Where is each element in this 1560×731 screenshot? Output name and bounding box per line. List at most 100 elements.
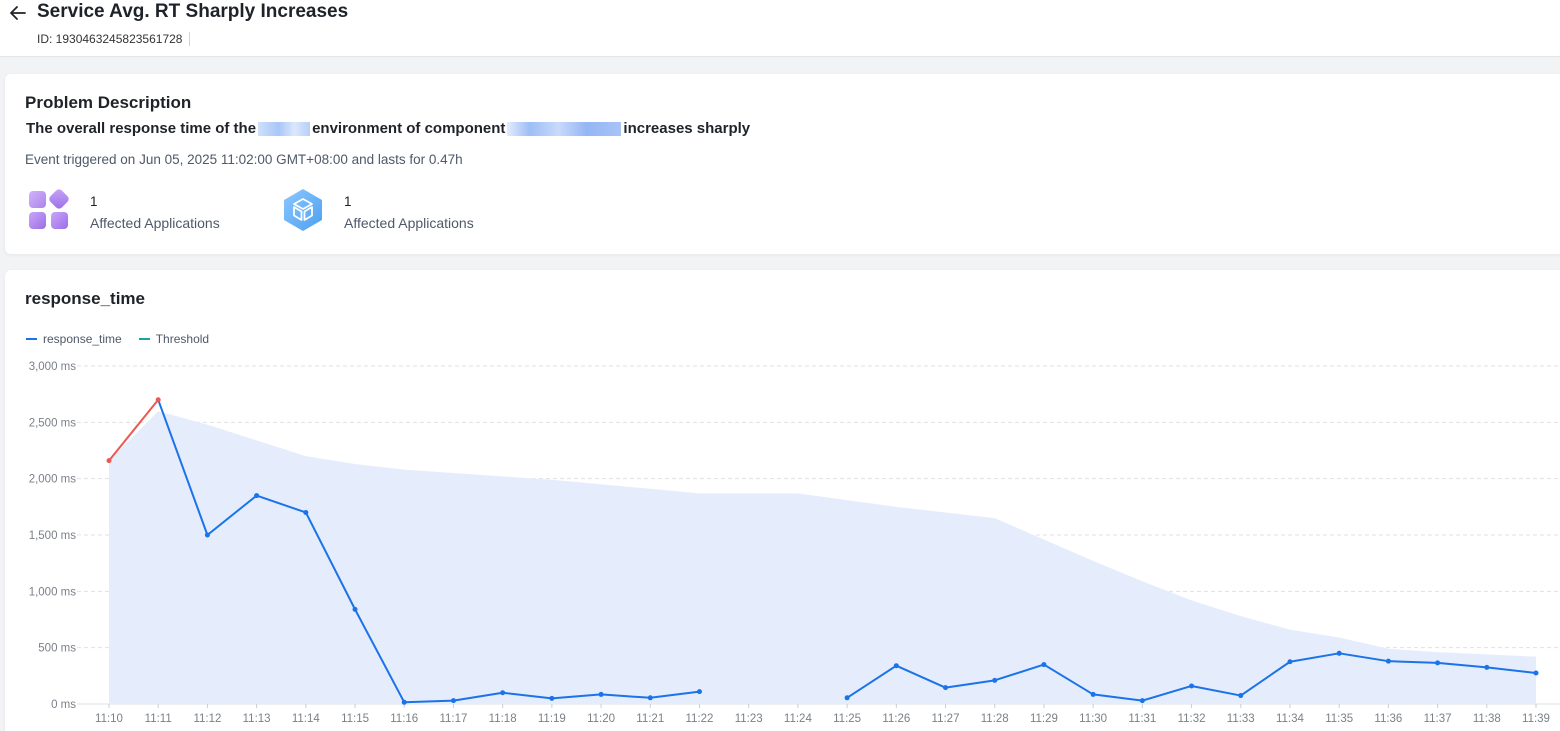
data-point	[1287, 659, 1293, 665]
affected-components-label: Affected Applications	[344, 215, 474, 231]
data-point	[696, 689, 702, 695]
series-line-segment	[649, 690, 701, 699]
affected-applications-count: 1	[90, 194, 98, 209]
data-point	[549, 695, 555, 701]
data-point	[1139, 698, 1145, 704]
problem-text-part3: increases sharply	[623, 120, 751, 137]
x-tick-label: 11:27	[932, 713, 960, 725]
series-line-segment	[993, 663, 1045, 682]
data-point	[1090, 691, 1096, 697]
y-tick-label: 1,500 ms	[29, 530, 77, 542]
data-point	[598, 691, 604, 697]
x-tick-label: 11:16	[390, 713, 418, 725]
back-arrow-icon[interactable]	[8, 4, 28, 22]
series-line-segment	[600, 693, 652, 699]
series-line-segment	[255, 494, 307, 514]
affected-applications-label: Affected Applications	[90, 215, 220, 231]
series-line-segment	[1288, 652, 1341, 663]
legend-swatch-response-time	[26, 338, 37, 340]
data-point	[106, 458, 112, 464]
data-point	[1533, 670, 1539, 676]
series-line-segment	[846, 664, 898, 699]
chart-legend: response_time Threshold	[26, 332, 226, 346]
x-tick-label: 11:32	[1178, 713, 1206, 725]
x-tick-label: 11:28	[981, 713, 1009, 725]
data-point	[450, 698, 456, 704]
page-title: Service Avg. RT Sharply Increases	[37, 1, 349, 22]
x-tick-label: 11:34	[1276, 713, 1305, 725]
data-point	[992, 677, 998, 683]
series-line-segment	[1092, 693, 1144, 702]
series-line-segment	[157, 398, 209, 536]
problem-text-part2: environment of component	[312, 120, 506, 137]
series-line-segment	[206, 494, 258, 536]
id-divider	[189, 32, 191, 46]
data-point	[254, 493, 260, 499]
data-point	[500, 690, 506, 696]
legend-item-threshold[interactable]: Threshold	[138, 332, 210, 346]
x-tick-label: 11:24	[784, 713, 813, 725]
x-tick-label: 11:13	[243, 713, 271, 725]
series-line-segment	[1436, 661, 1488, 669]
x-tick-label: 11:21	[636, 713, 664, 725]
response-time-chart[interactable]: 0 ms 500 ms 1,000 ms 1,500 ms 2,000 ms 2,500 …	[5, 270, 1560, 731]
x-tick-label: 11:30	[1079, 713, 1107, 725]
problem-description-card: Problem Description The overall response…	[5, 74, 1560, 254]
series-line-segment	[1387, 660, 1439, 664]
response-time-chart-card: response_time response_time Threshold 0 …	[5, 270, 1560, 731]
redacted-environment	[258, 121, 311, 136]
y-tick-label: 2,500 ms	[29, 417, 77, 429]
chart-title: response_time	[25, 289, 145, 308]
series-line-segment	[354, 608, 406, 704]
x-tick-label: 11:22	[686, 713, 714, 725]
problem-summary: The overall response time of the environ…	[26, 120, 750, 137]
data-point	[303, 509, 309, 515]
data-point	[1484, 664, 1490, 670]
data-point	[1435, 660, 1441, 666]
data-point	[943, 685, 949, 691]
data-point	[401, 699, 407, 705]
x-tick-label: 11:10	[95, 713, 123, 725]
series-line-segment	[944, 679, 996, 689]
anomaly-line-segment	[108, 398, 160, 462]
series-line-segment	[501, 691, 553, 700]
component-cube-icon	[284, 189, 322, 231]
x-tick-label: 11:23	[735, 713, 763, 725]
legend-label-response-time: response_time	[43, 332, 122, 346]
series-line-segment	[304, 511, 357, 611]
series-line-segment	[550, 693, 603, 700]
x-tick-label: 11:11	[145, 713, 172, 725]
data-point	[352, 606, 358, 612]
x-tick-label: 11:20	[587, 713, 615, 725]
applications-grid-icon	[29, 189, 69, 229]
event-id: ID: 1930463245823561728	[37, 32, 191, 46]
data-point	[1041, 662, 1047, 668]
x-tick-label: 11:26	[882, 713, 910, 725]
legend-label-threshold: Threshold	[155, 332, 210, 346]
x-tick-label: 11:33	[1227, 713, 1255, 725]
y-tick-label: 1,000 ms	[29, 586, 77, 598]
x-tick-label: 11:15	[341, 713, 369, 725]
x-tick-label: 11:19	[538, 713, 566, 725]
problem-section-title: Problem Description	[25, 93, 192, 112]
redacted-component	[507, 121, 622, 136]
data-point	[204, 532, 210, 538]
series-line-segment	[1239, 660, 1291, 697]
x-tick-label: 11:25	[833, 713, 861, 725]
x-tick-label: 11:17	[439, 713, 467, 725]
series-line-segment	[1485, 666, 1537, 675]
x-tick-label: 11:39	[1522, 713, 1550, 725]
top-bar: Service Avg. RT Sharply Increases ID: 19…	[0, 0, 1560, 57]
series-line-segment	[1042, 663, 1095, 696]
x-tick-label: 11:36	[1374, 713, 1402, 725]
legend-item-response-time[interactable]: response_time	[26, 332, 122, 346]
x-tick-label: 11:12	[193, 713, 221, 725]
series-line-segment	[1141, 684, 1193, 702]
data-point	[1189, 683, 1195, 689]
series-line-segment	[895, 664, 947, 689]
x-tick-label: 11:31	[1128, 713, 1156, 725]
data-point	[844, 695, 850, 701]
legend-swatch-threshold	[138, 338, 150, 340]
data-point	[1238, 693, 1244, 699]
y-tick-label: 0 ms	[51, 699, 76, 711]
